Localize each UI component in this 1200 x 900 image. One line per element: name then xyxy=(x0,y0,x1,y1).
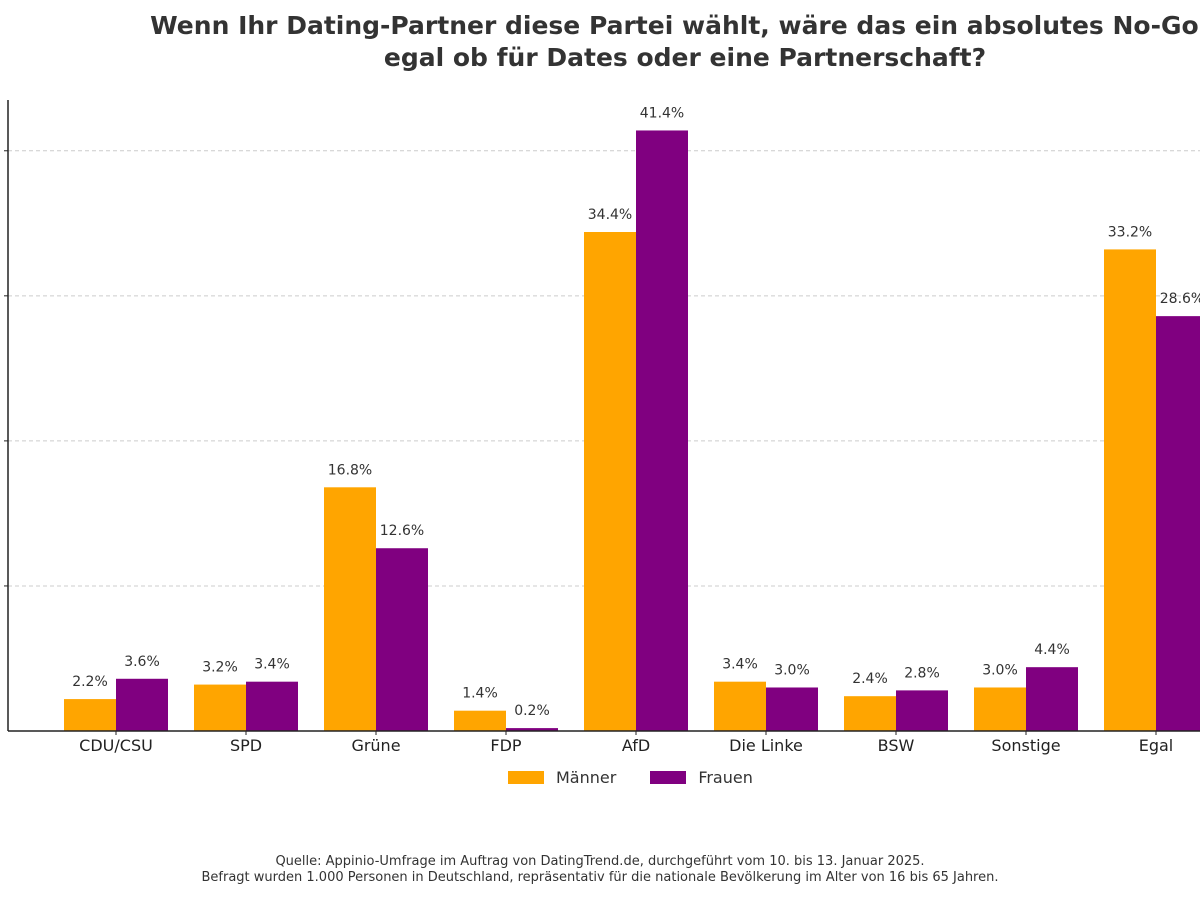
value-label-frauen-6: 3.0% xyxy=(774,662,810,678)
legend-item-maenner: Männer xyxy=(508,768,616,787)
value-label-frauen-5: 41.4% xyxy=(640,105,684,121)
bar-frauen-4 xyxy=(506,728,558,731)
value-label-frauen-7: 2.8% xyxy=(904,665,940,681)
x-tick-label-2: SPD xyxy=(230,736,262,755)
value-labels: 2.2% 3.6% 3.2% 3.4% 16.8% 12.6% 1.4% 0.2% 34.4% 4… xyxy=(72,105,1200,719)
axes xyxy=(4,100,1200,735)
x-tick-labels: CDU/CSU SPD Grüne FDP AfD Die Linke BSW Sonstig… xyxy=(79,736,1173,755)
source-note: Quelle: Appinio-Umfrage im Auftrag von D… xyxy=(0,854,1200,886)
bar-maenner-8 xyxy=(974,687,1026,731)
legend: Männer Frauen xyxy=(508,768,787,787)
value-label-maenner-9: 33.2% xyxy=(1108,224,1152,240)
value-label-frauen-9: 28.6% xyxy=(1160,291,1200,307)
x-tick-label-8: Sonstige xyxy=(991,736,1060,755)
bar-frauen-6 xyxy=(766,687,818,731)
x-tick-label-4: FDP xyxy=(490,736,522,755)
x-tick-label-1: CDU/CSU xyxy=(79,736,153,755)
legend-item-frauen: Frauen xyxy=(650,768,753,787)
x-tick-label-9: Egal xyxy=(1139,736,1174,755)
value-label-maenner-6: 3.4% xyxy=(722,657,758,673)
x-tick-label-6: Die Linke xyxy=(729,736,803,755)
bars xyxy=(64,130,1200,732)
bar-maenner-2 xyxy=(194,684,246,731)
bar-maenner-4 xyxy=(454,710,506,731)
bar-maenner-1 xyxy=(64,699,116,731)
bar-frauen-2 xyxy=(246,681,298,731)
value-label-frauen-2: 3.4% xyxy=(254,657,290,673)
bar-maenner-5 xyxy=(584,232,636,731)
chart-title-line-1: Wenn Ihr Dating-Partner diese Partei wäh… xyxy=(150,11,1200,40)
bar-frauen-1 xyxy=(116,678,168,731)
bar-maenner-6 xyxy=(714,681,766,731)
bar-frauen-8 xyxy=(1026,667,1078,731)
source-line-1: Quelle: Appinio-Umfrage im Auftrag von D… xyxy=(275,854,925,869)
legend-swatch-maenner xyxy=(508,771,544,784)
legend-swatch-frauen xyxy=(650,771,687,784)
bar-frauen-5 xyxy=(636,130,688,732)
value-label-maenner-7: 2.4% xyxy=(852,671,888,687)
x-tick-label-3: Grüne xyxy=(351,736,400,755)
value-label-maenner-4: 1.4% xyxy=(462,686,498,702)
bar-frauen-3 xyxy=(376,548,428,731)
bar-frauen-7 xyxy=(896,690,948,731)
value-label-maenner-2: 3.2% xyxy=(202,660,238,676)
x-tick-label-5: AfD xyxy=(622,736,650,755)
chart-title: Wenn Ihr Dating-Partner diese Partei wäh… xyxy=(0,10,1200,74)
value-label-maenner-1: 2.2% xyxy=(72,674,108,690)
legend-label-maenner: Männer xyxy=(556,768,617,787)
source-line-2: Befragt wurden 1.000 Personen in Deutsch… xyxy=(201,870,999,885)
value-label-frauen-1: 3.6% xyxy=(124,654,160,670)
value-label-frauen-4: 0.2% xyxy=(514,703,550,719)
bar-frauen-9 xyxy=(1156,316,1200,731)
value-label-frauen-8: 4.4% xyxy=(1034,642,1070,658)
chart-title-line-2: egal ob für Dates oder eine Partnerschaf… xyxy=(383,43,987,72)
bar-maenner-7 xyxy=(844,696,896,731)
value-label-maenner-5: 34.4% xyxy=(588,207,632,223)
bar-maenner-3 xyxy=(324,487,376,731)
bar-maenner-9 xyxy=(1104,249,1156,732)
value-label-maenner-3: 16.8% xyxy=(328,462,372,478)
value-label-frauen-3: 12.6% xyxy=(380,523,424,539)
x-tick-label-7: BSW xyxy=(878,736,915,755)
value-label-maenner-8: 3.0% xyxy=(982,662,1018,678)
legend-label-frauen: Frauen xyxy=(698,768,753,787)
